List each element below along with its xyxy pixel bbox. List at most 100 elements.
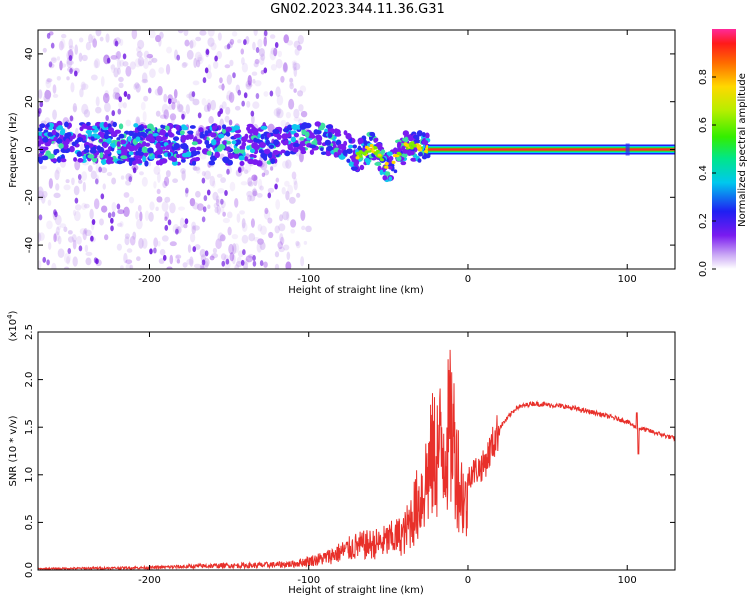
spectrogram-ridge-blob — [424, 132, 430, 139]
spectrogram-scatter-blob — [191, 91, 196, 98]
spectrogram-scatter-blob — [254, 80, 262, 87]
spectrogram-ridge-blob — [98, 138, 103, 143]
spectrogram-scatter-blob — [204, 67, 209, 74]
spectrogram-ridge-blob — [238, 155, 245, 161]
spectrogram-ridge-blob — [155, 142, 161, 149]
spectrogram-scatter-blob — [275, 199, 281, 210]
spectrogram-scatter-blob — [69, 115, 74, 122]
spectrogram-scatter-blob — [122, 102, 127, 109]
spectrogram-ridge-blob — [198, 127, 204, 133]
spectrogram-ridge-blob — [137, 151, 145, 156]
spectrogram-ridge-blob — [363, 139, 368, 146]
spectrogram-ridge-blob — [342, 149, 348, 156]
spectrogram-scatter-blob — [132, 231, 137, 240]
spectrogram-ridge-blob — [337, 144, 344, 150]
spectrogram-ridge-blob — [299, 136, 305, 141]
spectrogram-scatter-blob — [112, 91, 118, 100]
spectrogram-scatter-blob — [88, 33, 93, 44]
spectrogram-scatter-blob — [196, 59, 201, 68]
spectrogram-ridge-blob — [53, 123, 58, 130]
spectrogram-scatter-blob — [116, 243, 122, 251]
spectrogram-ridge-blob — [185, 151, 192, 158]
spectrogram-ridge-blob — [191, 141, 198, 146]
spectrogram-scatter-blob — [157, 85, 163, 96]
spectrogram-scatter-blob — [141, 78, 149, 84]
spectrogram-ridge-blob — [89, 148, 97, 154]
y-tick-label: 0.0 — [24, 562, 35, 578]
spectrogram-scatter-blob — [253, 30, 258, 36]
spectrogram-scatter-blob — [295, 241, 301, 249]
spectrogram-scatter-blob — [116, 50, 121, 60]
spectrogram-scatter-blob — [133, 83, 137, 90]
spectrogram-ridge-blob — [189, 125, 196, 129]
spectrogram-scatter-blob — [192, 98, 200, 106]
spectrogram-scatter-blob — [283, 62, 288, 72]
y-tick-label: 2.0 — [24, 372, 35, 388]
spectrogram-scatter-blob — [102, 92, 110, 104]
colorbar-gradient — [712, 29, 736, 269]
spectrogram-scatter-blob — [99, 36, 104, 42]
spectrogram-scatter-blob — [50, 56, 57, 62]
spectrogram-scatter-blob — [263, 91, 269, 97]
spectrogram-ridge-blob — [64, 121, 69, 128]
spectrogram-scatter-blob — [234, 105, 241, 111]
spectrogram-scatter-blob — [241, 234, 249, 244]
spectrogram-ridge-blob — [144, 160, 149, 167]
spectrogram-scatter-blob — [176, 103, 183, 113]
spectrogram-scatter-blob — [263, 209, 271, 220]
spectrogram-ridge-blob — [53, 149, 58, 156]
spectrogram-scatter-blob — [229, 38, 235, 45]
spectrogram-scatter-blob — [220, 253, 227, 261]
spectrogram-scatter-blob — [189, 256, 194, 267]
spectrogram-ridge-blob — [346, 158, 351, 163]
y-tick-label: 40 — [24, 48, 35, 61]
spectrogram-ridge-blob — [421, 132, 426, 138]
spectrogram-scatter-blob — [38, 186, 44, 198]
spectrogram-scatter-blob — [184, 39, 190, 47]
spectrogram-scatter-blob — [228, 243, 235, 255]
spectrogram-ridge-blob — [410, 150, 415, 156]
spectrogram-scatter-blob — [101, 205, 108, 213]
spectrogram-ridge-blob — [293, 142, 300, 148]
spectrogram-scatter-blob — [142, 58, 150, 70]
spectrogram-scatter-blob — [162, 180, 168, 189]
spectrogram-ridge-blob — [135, 136, 141, 142]
spectrogram-scatter-blob — [135, 210, 139, 220]
spectrogram-scatter-blob — [263, 67, 268, 74]
spectrogram-ridge-blob — [147, 147, 154, 154]
spectrogram-scatter-blob — [251, 114, 255, 125]
snr-y-label: SNR (10 * v/v) — [8, 415, 19, 486]
spectrogram-scatter-blob — [45, 77, 52, 89]
colorbar-tick-label: 0.4 — [698, 165, 709, 181]
colorbar-tick-label: 0.0 — [698, 261, 709, 277]
spectrogram-scatter-blob — [139, 211, 143, 222]
colorbar-label: Normalized spectral amplitude — [737, 73, 748, 227]
spectrogram-scatter-blob — [287, 184, 294, 195]
spectrogram-ridge-blob — [417, 158, 422, 163]
spectrogram-scatter-blob — [282, 160, 289, 169]
colorbar-tick-label: 0.6 — [698, 117, 709, 133]
spectrogram-core-blob — [410, 141, 415, 145]
spectrogram-core-blob — [355, 151, 360, 156]
spectrogram-scatter-blob — [229, 59, 234, 67]
spectrogram-scatter-blob — [125, 119, 132, 127]
snr-frame — [37, 331, 676, 571]
spectrogram-ridge-blob — [400, 161, 407, 166]
spectrogram-scatter-blob — [83, 227, 88, 234]
spectrogram-scatter-blob — [267, 217, 273, 224]
spectrogram-scatter-blob — [285, 190, 290, 201]
spectrogram-scatter-blob — [78, 52, 83, 62]
spectrogram-ridge-blob — [337, 149, 342, 156]
y-tick-label: -40 — [24, 237, 35, 253]
spectrogram-scatter-blob — [171, 101, 176, 110]
spectrogram-ridge-blob — [263, 148, 271, 155]
spectrogram-ridge-blob — [333, 128, 339, 134]
spectrogram-scatter-blob — [39, 101, 44, 108]
spectrogram-ridge-blob — [41, 155, 49, 161]
spectrogram-scatter-blob — [89, 208, 94, 220]
spectrogram-scatter-blob — [38, 89, 43, 99]
spectrogram-scatter-blob — [214, 55, 218, 62]
snr-x-ticks: -200 -100 0 100 — [138, 332, 637, 586]
spectrogram-ridge-blob — [211, 138, 217, 146]
spectrogram-scatter-blob — [253, 175, 258, 187]
